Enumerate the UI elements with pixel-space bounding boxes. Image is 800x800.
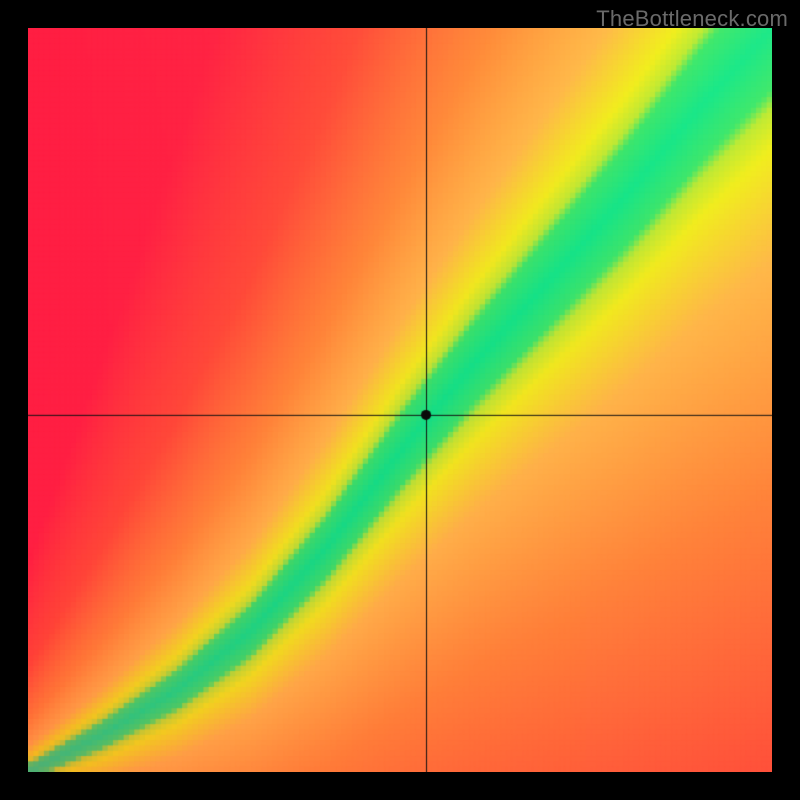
watermark-text: TheBottleneck.com (596, 6, 788, 32)
plot-area (28, 28, 772, 772)
heatmap-canvas (28, 28, 772, 772)
chart-container: TheBottleneck.com (0, 0, 800, 800)
